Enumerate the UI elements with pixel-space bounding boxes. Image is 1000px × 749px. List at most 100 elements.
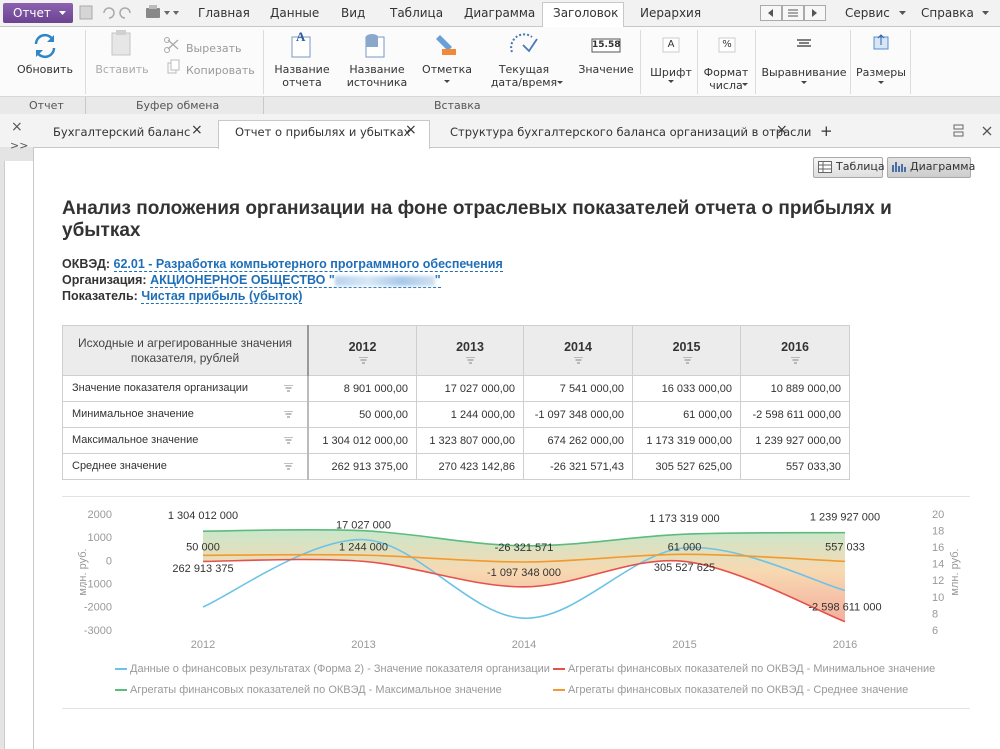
expand-panel[interactable]: >> [10,139,29,152]
filter-icon[interactable] [682,357,692,365]
column-header: 2014 [564,339,592,354]
button-label: Таблица [836,160,885,173]
ribbon-button[interactable]: Название отчета [274,63,330,89]
filter-icon[interactable] [466,357,475,365]
filter-icon[interactable] [791,357,800,365]
series-line [202,538,846,620]
tab-close[interactable]: × [191,122,203,138]
ribbon-button[interactable]: Вставить [95,63,149,76]
x-tick-label: 2012 [191,639,215,651]
value-cell: 1 239 927 000,00 [740,427,850,454]
app-menu-button[interactable]: Отчет [3,3,73,23]
ribbon-button[interactable]: Копировать [186,64,255,77]
ribbon-button[interactable]: Обновить [17,63,73,76]
y2-tick-label: 16 [932,542,944,554]
filter-icon[interactable] [284,437,293,445]
ribbon-tab[interactable]: Диаграмма [464,6,536,20]
indicator-link[interactable]: Чистая прибыль (убыток) [141,289,303,304]
ribbon-tab[interactable]: Иерархия [640,6,702,20]
ribbon-button[interactable]: Вырезать [186,42,242,55]
data-label: 17 027 000 [336,520,391,532]
y-tick-label: -3000 [84,625,112,637]
y-tick-label: 2000 [88,509,112,521]
separator [755,30,756,94]
table-row: Среднее значение 262 913 375,00 270 423 14… [62,453,850,480]
value-cell: 1 244 000,00 [416,401,524,428]
column-header: 2016 [781,339,809,354]
add-tab[interactable]: + [820,122,833,140]
organization-link[interactable]: АКЦИОНЕРНОЕ ОБЩЕСТВО " " [150,273,441,288]
document-tabs: × Бухгалтерский баланс × Отчет о прибыля… [0,114,1000,149]
dropdown-arrow [899,11,906,15]
dropdown-arrow [59,11,66,15]
nav-buttons[interactable] [760,5,828,22]
ribbon-tab[interactable]: Данные [270,6,320,20]
x-tick-label: 2014 [512,639,536,651]
value-cell: 1 304 012 000,00 [307,427,417,454]
table-view-button[interactable]: Таблица [813,157,885,178]
y2-tick-label: 18 [932,525,944,537]
ribbon-group-bar: Отчет Буфер обмена Вставка [0,96,1000,115]
ribbon-button[interactable]: Отметка [422,63,472,76]
ribbon-tab[interactable]: Главная [198,6,250,20]
filter-icon[interactable] [284,411,293,419]
separator [85,97,86,114]
column-header: 2012 [348,339,377,354]
doc-tab[interactable]: Бухгалтерский баланс [53,125,191,139]
ribbon-button[interactable]: Текущая дата/время [490,63,558,89]
y-tick-label: 0 [106,555,112,567]
filter-icon[interactable] [284,385,293,393]
ribbon-button[interactable]: Название источника [346,63,408,89]
table-row: Максимальное значение 1 304 012 000,00 1 3… [62,427,850,454]
data-label: -26 321 571 [495,542,554,554]
filter-icon[interactable] [574,357,583,365]
filter-icon[interactable] [358,357,368,365]
ribbon-button[interactable]: Размеры [856,66,906,79]
doc-tab[interactable]: Структура бухгалтерского баланса организ… [450,125,812,139]
column-header: 2013 [456,339,484,354]
ribbon-button[interactable]: Значение [578,63,634,76]
data-label: -1 097 348 000 [487,567,561,579]
chart-icon [892,162,906,172]
separator [85,30,86,94]
row-label: Максимальное значение [72,434,199,446]
close-panel[interactable]: × [11,119,23,135]
y2-axis-title: млн. руб. [949,548,961,595]
doc-tab-active[interactable]: Отчет о прибылях и убытках [235,125,411,139]
ribbon-tab[interactable]: Вид [341,6,366,20]
data-label: -2 598 611 000 [808,602,881,614]
okved-link[interactable]: 62.01 - Разработка компьютерного програм… [113,257,503,272]
ribbon-button[interactable]: Формат числа [703,66,749,92]
y2-tick-label: 8 [932,608,938,620]
ribbon-button[interactable]: Шрифт [650,66,692,79]
y2-tick-label: 6 [932,625,938,637]
svg-text:A: A [296,29,306,44]
menu[interactable]: Справка [921,6,974,20]
field-label: ОКВЭД: [62,257,111,271]
indicator-line: Показатель: Чистая прибыль (убыток) [62,289,303,304]
data-label: 50 000 [186,541,220,553]
organization-suffix: " [434,273,441,287]
button-label: Диаграмма [910,160,976,173]
legend-label: Агрегаты финансовых показателей по ОКВЭД… [568,663,935,675]
ribbon-tab[interactable]: Таблица [390,6,444,20]
separator [263,97,264,114]
menu[interactable]: Сервис [845,6,890,20]
filter-icon[interactable] [284,463,293,471]
icon-text: 15.58 [592,40,621,50]
x-tick-label: 2015 [672,639,696,651]
chart-view-button[interactable]: Диаграмма [887,157,975,178]
x-tick-label: 2013 [351,639,375,651]
separator [850,30,851,94]
tab-tools[interactable] [952,124,994,138]
tab-close[interactable]: × [405,122,417,138]
tab-close[interactable]: × [776,122,788,138]
value-cell: 557 033,30 [740,453,850,480]
legend-label: Агрегаты финансовых показателей по ОКВЭД… [130,684,502,696]
ribbon-tab-active[interactable]: Заголовок [553,6,619,20]
ribbon-button[interactable]: Выравнивание [761,66,847,79]
table-icon [818,161,832,173]
value-cell: 1 173 319 000,00 [632,427,741,454]
series-line [202,528,846,547]
separator [697,30,698,94]
